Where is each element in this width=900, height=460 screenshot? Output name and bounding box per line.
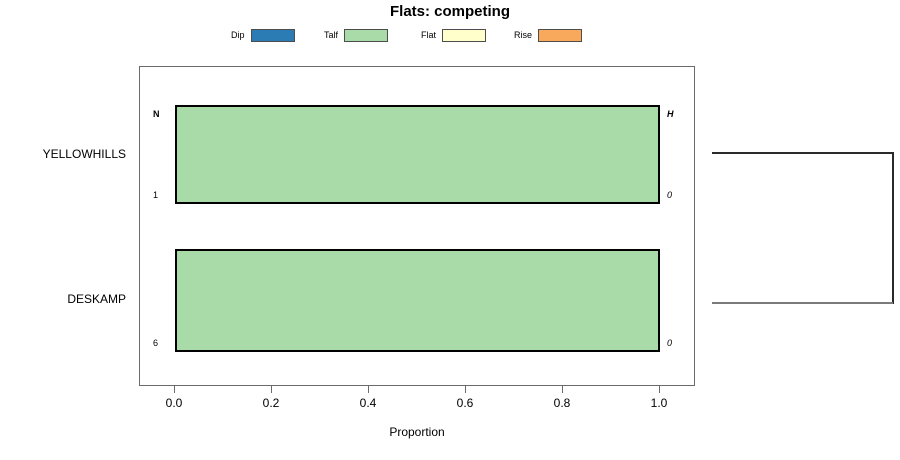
dendrogram-top-branch (712, 152, 893, 154)
y-axis-label-deskamp: DESKAMP (67, 292, 126, 306)
legend-entry-talf: Talf (324, 27, 389, 43)
legend-label-dip: Dip (231, 30, 245, 40)
x-axis-ticklabel-5: 1.0 (650, 396, 668, 410)
x-axis-ticklabel-1: 0.2 (262, 396, 280, 410)
legend-label-rise: Rise (514, 30, 533, 40)
plot-area: N H 1 0 6 0 (139, 66, 695, 386)
dendrogram-bottom-branch (712, 302, 893, 304)
bar-annotation-deskamp-bottom-left: 6 (153, 338, 159, 348)
bar-annotation-yellowhills-top-left: N (153, 109, 160, 119)
x-axis-tick-5 (659, 386, 660, 393)
bar-deskamp-talf[interactable] (175, 249, 660, 352)
legend-swatch-flat (442, 28, 487, 42)
chart-legend: Dip Talf Flat Rise (231, 27, 595, 43)
x-axis-ticklabel-2: 0.4 (359, 396, 377, 410)
y-axis-label-yellowhills: YELLOWHILLS (42, 147, 126, 161)
dendrogram-bracket (712, 152, 894, 304)
bar-annotation-yellowhills-top-right: H (667, 109, 674, 119)
x-axis-title: Proportion (389, 425, 445, 439)
x-axis-ticklabel-4: 0.8 (553, 396, 571, 410)
legend-entry-dip: Dip (231, 27, 295, 43)
bar-annotation-yellowhills-bottom-left: 1 (153, 190, 159, 200)
x-axis-tick-3 (465, 386, 466, 393)
legend-label-talf: Talf (324, 30, 339, 40)
x-axis-tick-4 (562, 386, 563, 393)
legend-entry-flat: Flat (421, 27, 487, 43)
x-axis-ticklabel-0: 0.0 (165, 396, 183, 410)
x-axis-tick-1 (271, 386, 272, 393)
bar-yellowhills-talf[interactable] (175, 105, 660, 204)
legend-entry-rise: Rise (514, 27, 583, 43)
x-axis-tick-2 (368, 386, 369, 393)
legend-swatch-talf (344, 28, 389, 42)
bar-annotation-deskamp-bottom-right: 0 (667, 338, 673, 348)
legend-label-flat: Flat (421, 30, 437, 40)
bar-annotation-yellowhills-bottom-right: 0 (667, 190, 673, 200)
legend-swatch-dip (250, 28, 295, 42)
x-axis: 0.0 0.2 0.4 0.6 0.8 1.0 (139, 386, 695, 410)
legend-swatch-rise (538, 28, 583, 42)
y-axis-labels: YELLOWHILLS DESKAMP (0, 0, 132, 460)
chart-title: Flats: competing (389, 3, 510, 20)
x-axis-tick-0 (174, 386, 175, 393)
x-axis-ticklabel-3: 0.6 (456, 396, 474, 410)
dendrogram-join-stem (892, 152, 894, 304)
